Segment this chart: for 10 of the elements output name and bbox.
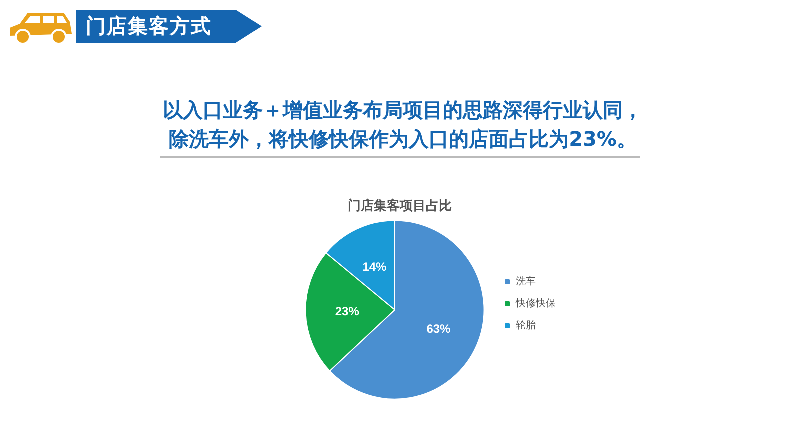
legend-label: 洗车 (516, 276, 536, 288)
legend-label: 快修快保 (515, 298, 556, 310)
text: 以入口业务＋增值业务布局项目的思路深得行业认同， (162, 97, 644, 124)
data-label: 63% (426, 322, 452, 336)
legend-label: 轮胎 (516, 320, 536, 332)
data-label: 23% (335, 304, 360, 318)
text: 门店集客方式 (76, 10, 262, 43)
chart-title: 门店集客项目占比 (348, 198, 452, 213)
text: 除洗车外，将快修快保作为入口的店面占比为23%。 (168, 126, 638, 153)
data-label: 14% (362, 260, 388, 274)
